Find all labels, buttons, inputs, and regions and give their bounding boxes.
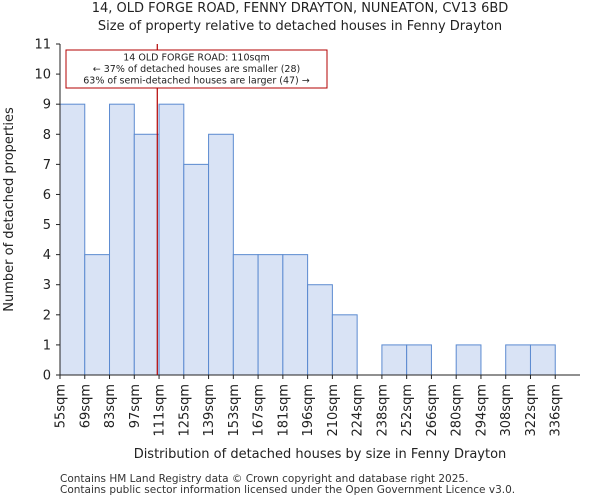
bar-238sqm bbox=[381, 344, 408, 376]
annotation-line-3: 63% of semi-detached houses are larger (… bbox=[83, 76, 310, 87]
y-tick-label: 2 bbox=[43, 308, 51, 323]
chart-subtitle: Size of property relative to detached ho… bbox=[97, 19, 503, 34]
x-tick-label: 252sqm bbox=[400, 384, 415, 437]
bar-69sqm bbox=[84, 254, 111, 376]
x-tick-label: 266sqm bbox=[425, 384, 440, 437]
bar-308sqm bbox=[505, 344, 531, 376]
y-tick-label: 8 bbox=[43, 128, 51, 143]
x-tick-labels: 55sqm 69sqm 83sqm 97sqm 111sqm 125sqm 139sqm 15… bbox=[54, 375, 564, 437]
x-tick-label: 294sqm bbox=[474, 384, 489, 437]
y-tick-labels: 0 1 2 3 4 5 6 7 8 9 10 11 bbox=[34, 38, 60, 384]
x-tick-label: 69sqm bbox=[78, 384, 93, 428]
y-tick-label: 3 bbox=[43, 278, 51, 293]
axes-group bbox=[59, 44, 580, 376]
bar-97sqm bbox=[133, 133, 160, 376]
x-tick-label: 181sqm bbox=[276, 384, 291, 437]
y-tick-label: 9 bbox=[43, 98, 51, 113]
x-tick-label: 83sqm bbox=[103, 384, 118, 428]
bar-83sqm bbox=[109, 103, 135, 376]
bar-181sqm bbox=[282, 254, 309, 376]
bar-111sqm bbox=[158, 103, 185, 376]
y-tick-label: 1 bbox=[43, 338, 51, 353]
x-tick-label: 238sqm bbox=[375, 384, 390, 437]
y-tick-label: 6 bbox=[43, 188, 51, 203]
x-tick-label: 97sqm bbox=[128, 384, 143, 428]
x-tick-label: 111sqm bbox=[153, 384, 168, 437]
x-tick-label: 167sqm bbox=[252, 384, 267, 437]
bar-196sqm bbox=[307, 284, 333, 376]
annotation-box bbox=[65, 49, 328, 89]
x-tick-label: 139sqm bbox=[202, 384, 217, 437]
x-tick-label: 153sqm bbox=[227, 384, 242, 437]
bar-153sqm bbox=[232, 254, 259, 376]
bar-280sqm bbox=[455, 344, 482, 376]
x-tick-label: 280sqm bbox=[450, 384, 465, 437]
y-tick-label: 7 bbox=[43, 158, 51, 173]
y-tick-label: 5 bbox=[43, 218, 51, 233]
bar-139sqm bbox=[208, 133, 234, 376]
bars-group bbox=[59, 103, 556, 376]
bar-210sqm bbox=[331, 314, 358, 376]
y-tick-label: 11 bbox=[34, 38, 51, 53]
x-axis-label: Distribution of detached houses by size … bbox=[134, 447, 507, 462]
bar-55sqm bbox=[59, 103, 86, 376]
x-tick-label: 336sqm bbox=[549, 384, 564, 437]
x-tick-label: 210sqm bbox=[326, 384, 341, 437]
footer-copyright: Contains HM Land Registry data © Crown c… bbox=[60, 473, 469, 485]
bar-125sqm bbox=[183, 163, 210, 376]
bar-252sqm bbox=[406, 344, 432, 376]
chart-title: 14, OLD FORGE ROAD, FENNY DRAYTON, NUNEA… bbox=[91, 1, 509, 16]
x-tick-label: 224sqm bbox=[351, 384, 366, 437]
x-tick-label: 55sqm bbox=[54, 384, 69, 428]
annotation-line-2: ← 37% of detached houses are smaller (28… bbox=[93, 64, 300, 75]
y-tick-label: 10 bbox=[34, 68, 51, 83]
annotation-line-1: 14 OLD FORGE ROAD: 110sqm bbox=[123, 53, 269, 64]
bar-322sqm bbox=[529, 344, 556, 376]
x-tick-label: 196sqm bbox=[301, 384, 316, 437]
y-axis-label: Number of detached properties bbox=[2, 107, 17, 312]
x-tick-label: 308sqm bbox=[499, 384, 514, 437]
y-tick-label: 4 bbox=[43, 248, 51, 263]
x-tick-label: 322sqm bbox=[524, 384, 539, 437]
x-tick-label: 125sqm bbox=[177, 384, 192, 437]
y-tick-label: 0 bbox=[43, 369, 51, 384]
footer-licence: Contains public sector information licen… bbox=[60, 484, 516, 496]
bar-167sqm bbox=[257, 254, 284, 376]
